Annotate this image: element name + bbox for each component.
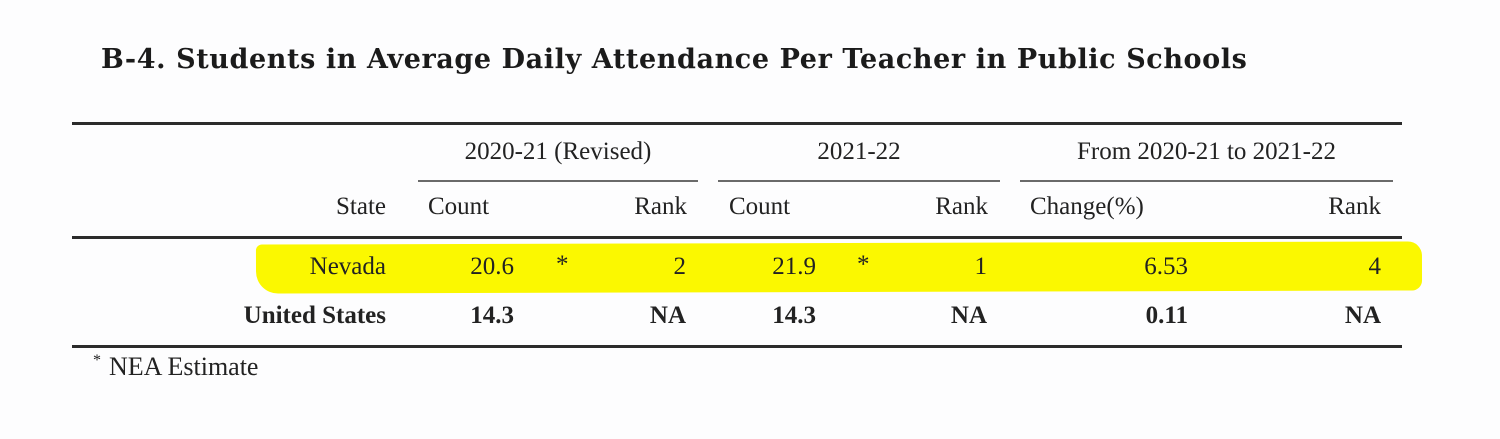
footnote-text: NEA Estimate	[109, 352, 259, 381]
group-header-2020-21: 2020-21 (Revised)	[464, 138, 652, 165]
cell-change-rank: 4	[1368, 253, 1382, 280]
header-rule	[72, 236, 1402, 239]
cell-flag-2122: *	[857, 251, 870, 278]
col-header-count-2122: Count	[729, 193, 791, 220]
bottom-rule	[72, 345, 1402, 348]
col-header-change-pct: Change(%)	[1030, 193, 1144, 220]
table-title: B-4. Students in Average Daily Attendanc…	[101, 44, 1248, 75]
group-header-change: From 2020-21 to 2021-22	[1076, 138, 1337, 165]
cell-count-2021: 14.3	[470, 302, 514, 329]
cell-change-rank: NA	[1344, 302, 1381, 329]
group-header-2021-22: 2021-22	[817, 138, 901, 165]
cell-state: Nevada	[309, 253, 386, 280]
cell-rank-2021: 2	[673, 253, 687, 280]
cell-count-2122: 14.3	[772, 302, 816, 329]
cell-change-pct: 0.11	[1145, 302, 1188, 329]
group-rule-change	[1020, 180, 1393, 182]
cell-rank-2122: NA	[950, 302, 987, 329]
col-header-rank-2021: Rank	[634, 193, 687, 220]
group-rule-2020-21	[418, 180, 698, 182]
cell-flag-2021: *	[556, 251, 569, 278]
footnote-marker: *	[93, 352, 101, 369]
cell-count-2021: 20.6	[470, 253, 514, 280]
cell-state: United States	[243, 302, 386, 329]
cell-change-pct: 6.53	[1144, 253, 1188, 280]
top-rule	[72, 122, 1402, 125]
cell-count-2122: 21.9	[772, 253, 816, 280]
col-header-count-2021: Count	[428, 193, 490, 220]
col-header-rank-2122: Rank	[935, 193, 988, 220]
cell-rank-2021: NA	[649, 302, 686, 329]
col-header-state: State	[336, 193, 386, 220]
group-rule-2021-22	[718, 180, 1000, 182]
footnote: * NEA Estimate	[93, 352, 258, 382]
cell-rank-2122: 1	[974, 253, 988, 280]
col-header-change-rank: Rank	[1328, 193, 1381, 220]
